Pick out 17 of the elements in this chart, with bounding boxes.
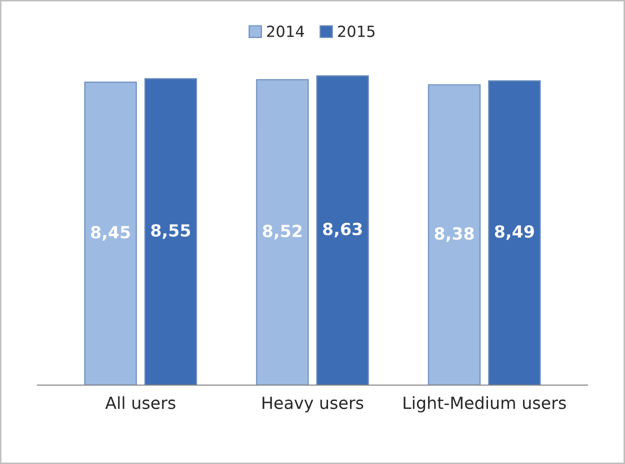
x-tick-label: Light-Medium users xyxy=(404,396,566,412)
legend-label: 2015 xyxy=(338,26,374,38)
data-label: 8,52 xyxy=(262,224,302,240)
bar xyxy=(488,80,541,386)
bar xyxy=(316,75,369,386)
data-label: 8,63 xyxy=(323,222,362,238)
bar xyxy=(84,82,137,386)
bar xyxy=(144,78,198,386)
data-label: 8,49 xyxy=(494,225,534,240)
bar xyxy=(256,79,309,386)
x-tick-label: Heavy users xyxy=(262,396,364,412)
data-label: 8,38 xyxy=(434,227,474,242)
data-label: 8,45 xyxy=(91,226,130,241)
bar xyxy=(428,84,481,386)
data-label: 8,55 xyxy=(151,224,190,239)
legend-label: 2014 xyxy=(267,26,304,38)
x-tick-label: All users xyxy=(105,396,176,410)
